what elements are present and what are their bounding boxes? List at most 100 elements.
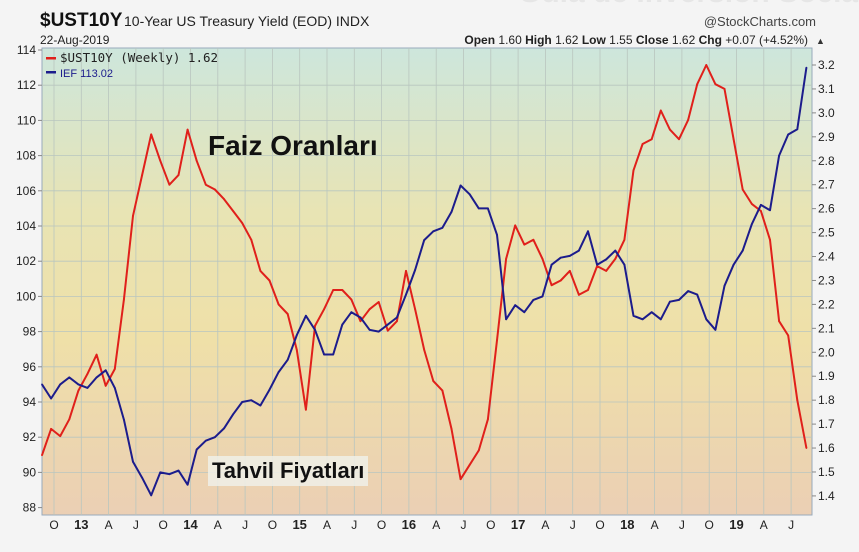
- x-tick-label: 19: [729, 517, 743, 532]
- ust10y-point: [259, 269, 262, 272]
- ust10y-point: [59, 435, 62, 437]
- ief-point: [86, 387, 89, 389]
- right-tick-label: 2.8: [818, 154, 835, 168]
- ief-point: [696, 293, 699, 296]
- ief-point: [305, 314, 307, 317]
- ust10y-point: [286, 313, 289, 315]
- ief-point: [459, 184, 462, 187]
- ief-point: [541, 295, 544, 298]
- ust10y-point: [123, 298, 125, 301]
- ust10y-point: [423, 348, 426, 351]
- right-tick-label: 3.1: [818, 82, 835, 96]
- ief-point: [723, 284, 726, 287]
- ief-point: [232, 413, 235, 416]
- x-tick-label: A: [760, 518, 768, 532]
- x-tick-label: A: [214, 518, 222, 532]
- right-tick-label: 1.5: [818, 465, 835, 479]
- ief-point: [359, 316, 362, 319]
- right-tick-label: 1.6: [818, 441, 835, 455]
- ief-point: [559, 256, 562, 259]
- ust10y-point: [132, 214, 134, 217]
- right-tick-label: 2.9: [818, 130, 835, 144]
- ief-point: [605, 258, 608, 261]
- ief-point: [50, 397, 52, 400]
- ief-point: [177, 469, 180, 472]
- ief-point: [168, 473, 171, 476]
- ust10y-point: [159, 159, 162, 162]
- ief-point: [587, 230, 589, 233]
- ief-point: [396, 316, 398, 319]
- close-label: Close: [636, 33, 669, 47]
- ust10y-point: [305, 408, 307, 411]
- ust10y-point: [295, 348, 298, 351]
- right-tick-label: 3.0: [818, 106, 835, 120]
- x-tick-label: 15: [292, 517, 306, 532]
- ust10y-point: [623, 238, 626, 241]
- ust10y-point: [532, 238, 535, 241]
- ief-point: [778, 154, 780, 157]
- x-tick-label: A: [651, 518, 659, 532]
- left-tick-label: 108: [16, 149, 36, 163]
- ief-point: [632, 314, 635, 317]
- ief-point: [332, 353, 335, 356]
- ief-point: [769, 209, 771, 212]
- high-value: 1.62: [555, 33, 579, 47]
- ust10y-point: [104, 384, 107, 387]
- legend-ust10y: $UST10Y (Weekly) 1.62: [60, 50, 218, 65]
- ief-point: [659, 318, 662, 321]
- ief-point: [760, 203, 762, 206]
- ust10y-point: [368, 308, 371, 311]
- ust10y-point: [687, 119, 689, 121]
- ust10y-point: [587, 289, 589, 291]
- legend: $UST10Y (Weekly) 1.62 IEF 113.02: [46, 50, 218, 80]
- ust10y-point: [50, 427, 52, 430]
- ust10y-point: [678, 138, 680, 141]
- x-tick-label: A: [541, 518, 549, 532]
- ief-point: [350, 311, 353, 314]
- x-tick-label: J: [133, 518, 139, 532]
- ust10y-point: [68, 418, 71, 421]
- ust10y-point: [505, 258, 507, 260]
- ust10y-point: [332, 289, 335, 291]
- ief-point: [596, 263, 598, 266]
- ust10y-point: [405, 269, 407, 272]
- ust10y-point: [778, 320, 780, 323]
- ief-point: [687, 290, 689, 293]
- left-tick-label: 102: [16, 254, 36, 268]
- ust10y-point: [195, 159, 198, 162]
- ust10y-point: [650, 138, 653, 141]
- ief-point: [250, 399, 253, 402]
- annotation-interest-rates: Faiz Oranları: [208, 130, 378, 161]
- ief-point: [159, 471, 162, 474]
- up-arrow-icon: ▲: [816, 36, 825, 46]
- ust10y-point: [496, 339, 498, 342]
- plot-area: [41, 47, 813, 516]
- ief-point: [132, 460, 134, 463]
- ust10y-point: [459, 478, 462, 481]
- ief-point: [496, 233, 498, 236]
- ust10y-point: [514, 224, 517, 227]
- ust10y-point: [250, 238, 253, 241]
- ust10y-point: [41, 454, 43, 457]
- ief-point: [441, 226, 444, 229]
- date-label: 22-Aug-2019: [40, 33, 110, 47]
- quote-line: Open 1.60 High 1.62 Low 1.55 Close 1.62 …: [464, 33, 808, 47]
- left-tick-label: 114: [17, 43, 36, 57]
- left-tick-label: 104: [16, 219, 36, 233]
- ief-point: [314, 328, 316, 331]
- ust10y-point: [359, 320, 362, 323]
- ust10y-point: [705, 64, 708, 66]
- ief-point: [295, 334, 298, 337]
- left-tick-label: 106: [16, 184, 36, 198]
- ust10y-point: [805, 447, 808, 449]
- ief-point: [123, 418, 125, 421]
- ief-point: [95, 376, 98, 379]
- legend-swatch-ief: [46, 71, 56, 74]
- ust10y-point: [659, 109, 662, 112]
- ust10y-point: [268, 279, 271, 282]
- right-tick-label: 1.8: [818, 393, 835, 407]
- ief-point: [368, 328, 371, 331]
- x-tick-label: O: [49, 518, 58, 532]
